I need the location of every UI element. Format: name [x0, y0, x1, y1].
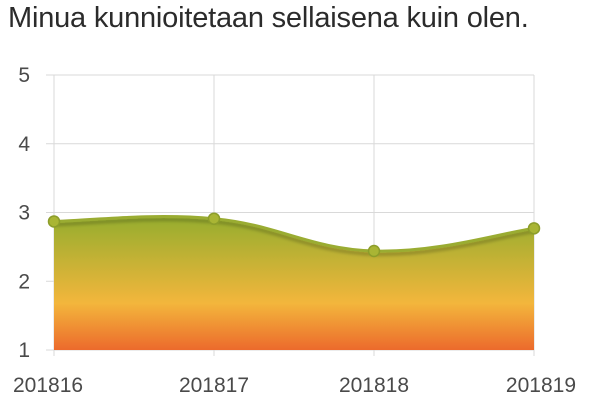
- data-point-201817[interactable]: [207, 212, 221, 225]
- y-axis-ticks: 1 2 3 4 5: [18, 64, 30, 362]
- data-point-201816[interactable]: [47, 215, 61, 228]
- x-tick-label: 201819: [506, 374, 576, 397]
- data-point-201818[interactable]: [367, 244, 381, 258]
- x-tick-label: 201818: [339, 374, 409, 397]
- y-tick-label: 1: [18, 339, 30, 362]
- data-points: [47, 212, 541, 258]
- x-tick-label: 201816: [13, 374, 83, 397]
- y-tick-label: 2: [18, 270, 30, 293]
- y-tick-label: 5: [18, 64, 30, 87]
- data-point-201819[interactable]: [527, 222, 541, 235]
- y-tick-label: 3: [18, 202, 30, 225]
- series-line: [53, 215, 535, 253]
- y-tick-label: 4: [18, 133, 30, 156]
- x-tick-label: 201817: [179, 374, 249, 397]
- x-axis-ticks: 201816 201817 201818 201819: [13, 374, 576, 397]
- chart-title: Minua kunnioitetaan sellaisena kuin olen…: [8, 2, 529, 34]
